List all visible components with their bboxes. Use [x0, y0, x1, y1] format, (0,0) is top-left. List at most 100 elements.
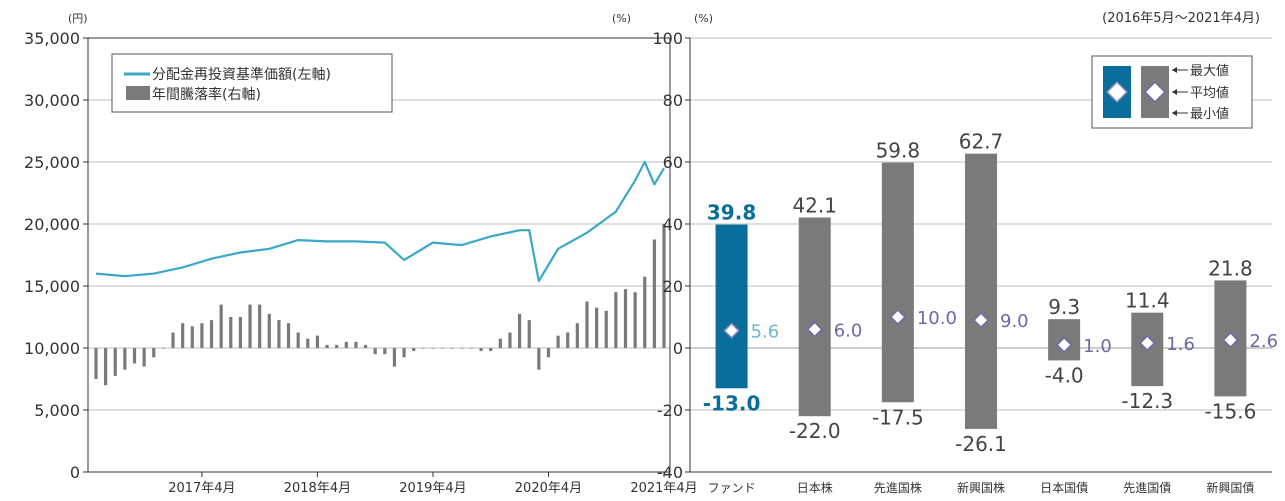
- left-line-group: [95, 160, 665, 283]
- left-bar: [152, 348, 156, 358]
- left-bar: [498, 338, 502, 348]
- left-bar: [296, 332, 300, 348]
- left-bar: [662, 224, 666, 348]
- left-bar: [402, 348, 406, 358]
- left-tick-label: 15,000: [24, 277, 80, 296]
- max-label: 9.3: [1048, 295, 1080, 319]
- right-legend: 最大値 平均値 最小値: [1091, 55, 1253, 129]
- left-bar: [556, 335, 560, 348]
- right-x-tick-label: 先進国株: [874, 480, 922, 495]
- left-bar: [142, 348, 146, 367]
- left-bar: [248, 304, 252, 348]
- left-bar: [412, 348, 416, 352]
- right-tick-label: 20: [663, 277, 683, 296]
- min-label: -13.0: [703, 391, 761, 415]
- left-bar: [354, 341, 358, 348]
- left-bar: [537, 348, 541, 370]
- left-bar: [623, 289, 628, 348]
- left-bar: [161, 348, 165, 349]
- left-bar: [238, 317, 243, 348]
- avg-label: 1.6: [1166, 334, 1195, 355]
- right-tick-label: 0: [673, 339, 683, 358]
- max-label: 59.8: [876, 139, 921, 163]
- avg-diamond-icon: [723, 322, 740, 339]
- right-x-tick-label: 日本国債: [1040, 480, 1088, 495]
- left-bar: [363, 344, 368, 348]
- range-bar-3: [881, 162, 914, 403]
- left-bar: [595, 307, 599, 348]
- left-x-tick-label: 2017年4月: [168, 481, 235, 496]
- left-tick-label: 30,000: [24, 91, 80, 110]
- left-axis-unit: (円): [68, 12, 88, 25]
- left-bar: [469, 348, 474, 349]
- legend-min-label: 最小値: [1190, 106, 1229, 122]
- avg-label: 5.6: [751, 322, 780, 343]
- left-bar: [421, 348, 425, 349]
- avg-diamond-icon: [889, 308, 906, 326]
- left-bar: [527, 320, 531, 348]
- right-y-ticks: -40 -20 0 20 40 60 80 100: [652, 29, 690, 482]
- legend-avg-label: 平均値: [1190, 85, 1229, 101]
- legend-fund-diamond-icon: [1106, 81, 1128, 103]
- right-axis-unit: (%): [612, 12, 631, 25]
- min-label: -4.0: [1045, 363, 1084, 387]
- legend-line-label: 分配金再投資基準価額(左軸): [152, 66, 331, 83]
- left-bar: [575, 323, 579, 348]
- right-tick-label: -40: [657, 463, 683, 482]
- left-bar: [335, 344, 339, 348]
- right-bars: 39.8 -13.0 5.6 42.1 -22.0 6.0 59.8 -17.5 10.0 62.…: [703, 130, 1278, 456]
- left-x-labels: 2017年4月 2018年4月 2019年4月 2020年4月 2021年4月: [168, 472, 698, 496]
- left-bar: [585, 301, 589, 348]
- left-bar: [325, 344, 329, 348]
- left-bar: [604, 310, 608, 348]
- avg-diamond-icon: [806, 321, 823, 338]
- left-tick-label: 10,000: [24, 339, 80, 358]
- right-tick-label: -20: [657, 401, 683, 420]
- legend-avg-arrow-icon: [1172, 89, 1177, 95]
- left-bar: [267, 313, 271, 348]
- left-bar: [383, 348, 387, 355]
- period-label: (2016年5月〜2021年4月): [1102, 11, 1260, 26]
- left-tick-label: 20,000: [24, 215, 80, 234]
- max-label: 11.4: [1125, 289, 1170, 313]
- left-bar: [171, 332, 175, 348]
- right-x-tick-label: 新興国債: [1206, 480, 1254, 495]
- left-bar: [546, 348, 551, 358]
- min-label: -22.0: [789, 419, 841, 443]
- right-chart-unit: (%): [694, 12, 713, 25]
- avg-label: 9.0: [1000, 311, 1029, 332]
- left-bar: [132, 348, 137, 364]
- min-label: -15.6: [1205, 399, 1257, 423]
- left-bar: [643, 276, 647, 348]
- left-bar: [633, 292, 637, 348]
- left-bar: [315, 335, 320, 348]
- left-line-series: [95, 160, 665, 283]
- left-bar: [392, 348, 397, 367]
- left-bar: [190, 326, 194, 348]
- max-label: 62.7: [959, 130, 1004, 154]
- left-x-tick-label: 2018年4月: [284, 481, 351, 496]
- right-tick-label: 80: [663, 91, 683, 110]
- left-bar: [431, 348, 435, 349]
- range-bar-4: [965, 153, 997, 429]
- left-bar: [277, 320, 281, 348]
- left-bar: [104, 348, 108, 386]
- legend-bar-label: 年間騰落率(右軸): [152, 86, 261, 103]
- left-bar: [652, 239, 656, 348]
- legend-other-diamond-icon: [1144, 81, 1166, 103]
- left-bar: [344, 341, 348, 348]
- left-x-tick-label: 2020年4月: [515, 481, 582, 496]
- left-tick-label: 5,000: [34, 401, 80, 420]
- left-tick-label: 35,000: [24, 29, 80, 48]
- left-bar: [517, 313, 522, 348]
- avg-diamond-icon: [1222, 331, 1239, 349]
- left-bar: [94, 348, 98, 379]
- left-bar: [460, 348, 464, 349]
- left-legend-box: [111, 53, 393, 113]
- left-legend: 分配金再投資基準価額(左軸) 年間騰落率(右軸): [111, 53, 393, 113]
- avg-label: 10.0: [917, 308, 957, 329]
- right-x-labels: ファンド 日本株 先進国株 新興国株 日本国債 先進国債 新興国債: [708, 480, 1255, 495]
- left-bar: [614, 292, 618, 348]
- left-bar: [450, 348, 454, 349]
